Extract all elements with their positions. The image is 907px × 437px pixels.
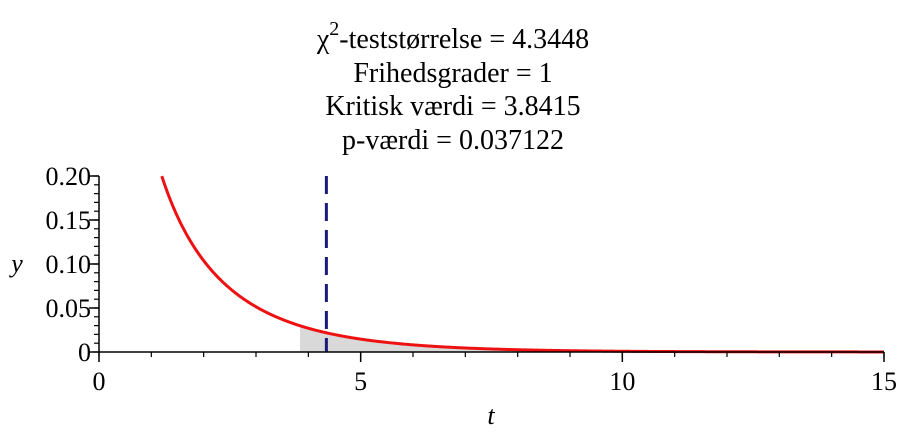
y-tick-label: 0.20 — [46, 162, 92, 191]
y-tick-label: 0.10 — [46, 250, 92, 279]
y-tick-label: 0 — [78, 338, 91, 367]
title-line-p-value: p-værdi = 0.037122 — [342, 125, 564, 156]
x-tick-label: 5 — [354, 367, 367, 396]
title-line-critical-value: Kritisk værdi = 3.8415 — [325, 91, 580, 122]
title-line-df: Frihedsgrader = 1 — [353, 58, 552, 89]
chart-title: χ2-teststørrelse = 4.3448 Frihedsgrader … — [316, 18, 589, 156]
x-axis-label: t — [487, 401, 495, 430]
y-tick-label: 0.05 — [46, 294, 92, 323]
y-tick-label: 0.15 — [46, 206, 92, 235]
shaded-tail-region — [300, 325, 884, 352]
y-axis-label: y — [8, 249, 23, 278]
density-curve — [160, 175, 884, 354]
x-tick-label: 0 — [93, 367, 106, 396]
plot-area: 0 5 10 15 0 0.05 0.10 0.15 0.20 — [46, 162, 898, 396]
title-line-statistic: χ2-teststørrelse = 4.3448 — [316, 18, 589, 55]
x-tick-label: 15 — [871, 367, 897, 396]
x-tick-label: 10 — [609, 367, 635, 396]
